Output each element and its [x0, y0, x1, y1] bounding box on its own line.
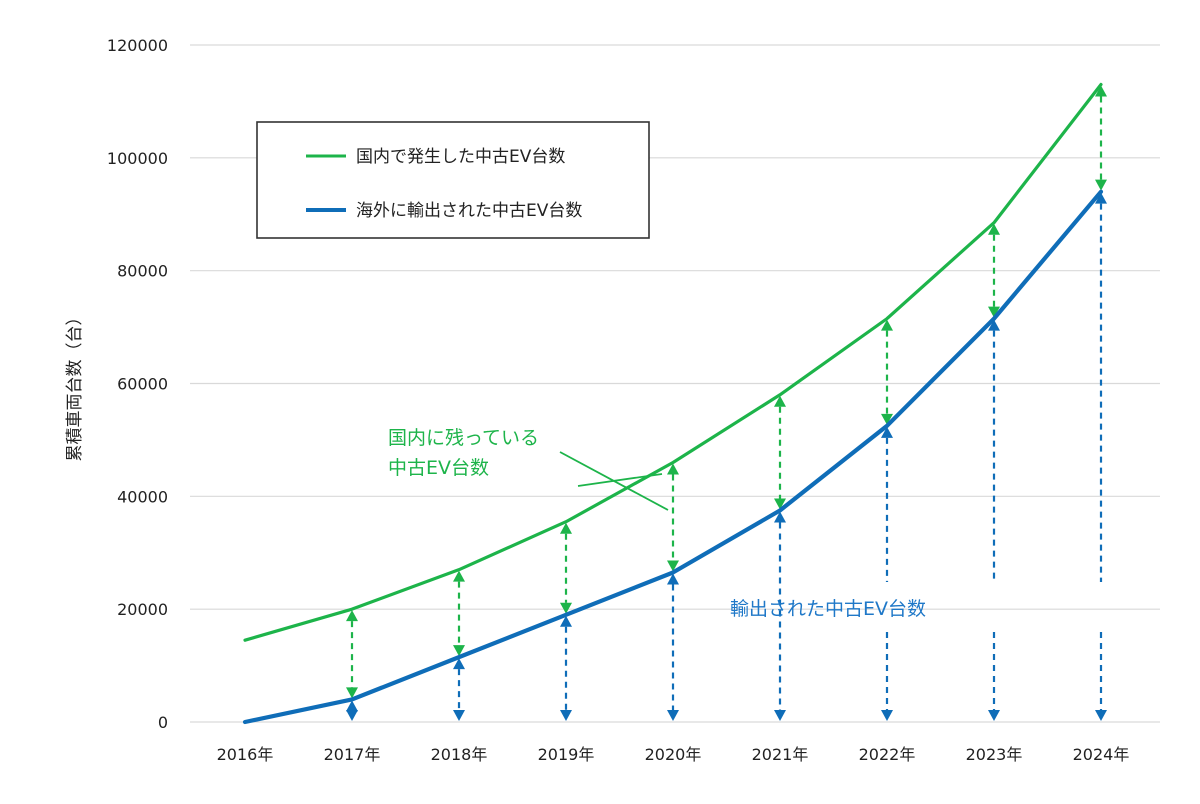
x-tick-label: 2024年: [1073, 745, 1130, 764]
y-axis-label: 累積車両台数（台）: [65, 309, 85, 462]
remaining-arrow-head-down: [346, 687, 358, 699]
legend-label-domestic: 国内で発生した中古EV台数: [356, 147, 565, 167]
exported-arrow-head-down: [988, 710, 1000, 721]
x-tick-label: 2019年: [538, 745, 595, 764]
y-tick-label: 0: [158, 713, 168, 732]
series-lines: [242, 82, 1104, 725]
exported-arrow-head-up: [1095, 192, 1107, 204]
annotation-pointer-2020b: [577, 473, 663, 487]
exported-arrow-head-up: [346, 700, 358, 712]
exported-arrow-head-down: [453, 710, 465, 721]
legend: 国内で発生した中古EV台数 海外に輸出された中古EV台数: [256, 121, 650, 239]
remaining-arrow-head-up: [667, 463, 679, 475]
exported-arrow-head-up: [988, 319, 1000, 331]
x-tick-label: 2023年: [966, 745, 1023, 764]
x-tick-label: 2022年: [859, 745, 916, 764]
series-line-exported: [242, 189, 1104, 725]
exported-arrow-head-up: [667, 573, 679, 585]
annotations: 国内に残っている 中古EV台数 輸出された中古EV台数: [388, 427, 926, 620]
y-tick-label: 60000: [117, 375, 168, 394]
remaining-arrow-head-up: [560, 522, 572, 534]
x-tick-label: 2021年: [752, 745, 809, 764]
remaining-arrow-head-up: [346, 610, 358, 622]
exported-arrow-head-down: [881, 710, 893, 721]
x-tick-label: 2020年: [645, 745, 702, 764]
exported-arrow-head-down: [346, 710, 358, 721]
annotation-remaining-line1: 国内に残っている: [388, 427, 539, 449]
series-line-domestic: [243, 82, 1103, 642]
y-axis-ticks: 0 20000 40000 60000 80000 100000 120000: [107, 36, 168, 732]
annotation-exported: 輸出された中古EV台数: [730, 598, 926, 620]
x-axis-ticks: 2016年 2017年 2018年 2019年 2020年 2021年 2022年 2023年…: [217, 745, 1130, 764]
remaining-arrow-head-down: [774, 498, 786, 510]
remaining-arrow-head-down: [667, 560, 679, 572]
x-tick-label: 2016年: [217, 745, 274, 764]
y-tick-label: 20000: [117, 600, 168, 619]
remaining-arrow-head-up: [881, 319, 893, 331]
y-tick-label: 120000: [107, 36, 168, 55]
x-tick-label: 2018年: [431, 745, 488, 764]
annotation-remaining-line2: 中古EV台数: [388, 457, 489, 479]
y-tick-label: 40000: [117, 487, 168, 506]
difference-arrows: [346, 85, 1107, 721]
remaining-arrow-head-up: [988, 223, 1000, 235]
remaining-arrow-head-up: [774, 395, 786, 407]
exported-arrow-head-up: [560, 615, 572, 627]
exported-arrow-head-up: [453, 658, 465, 670]
y-tick-label: 100000: [107, 149, 168, 168]
remaining-arrow-head-down: [988, 306, 1000, 318]
x-tick-label: 2017年: [324, 745, 381, 764]
legend-box: [256, 121, 650, 239]
remaining-arrow-head-up: [1095, 85, 1107, 97]
exported-arrow-head-down: [667, 710, 679, 721]
remaining-arrow-head-down: [560, 602, 572, 614]
remaining-arrow-head-down: [453, 645, 465, 657]
exported-arrow-head-down: [560, 710, 572, 721]
exported-arrow-head-up: [881, 426, 893, 438]
exported-arrow-head-down: [774, 710, 786, 721]
remaining-arrow-head-down: [881, 413, 893, 425]
y-tick-label: 80000: [117, 262, 168, 281]
exported-arrow-head-down: [1095, 710, 1107, 721]
remaining-arrow-head-up: [453, 570, 465, 582]
remaining-arrow-head-down: [1095, 179, 1107, 191]
legend-label-exported: 海外に輸出された中古EV台数: [356, 201, 582, 221]
exported-arrow-head-up: [774, 511, 786, 523]
